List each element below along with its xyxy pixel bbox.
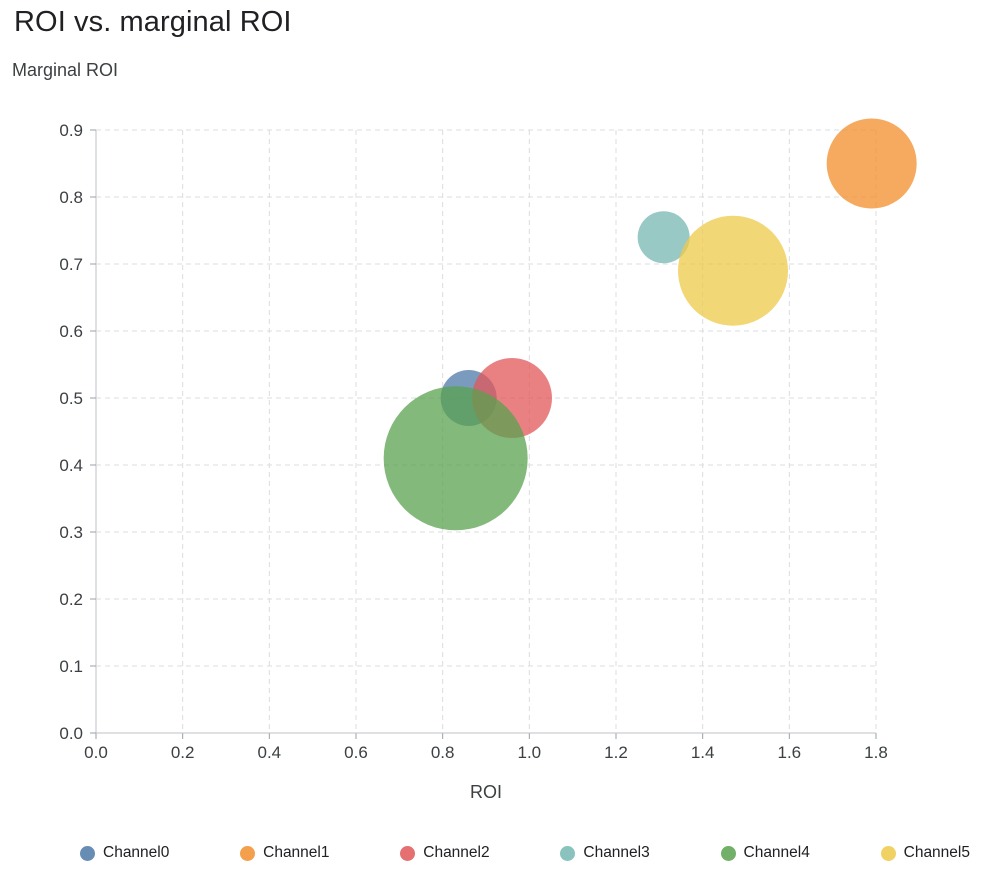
x-tick-label: 1.6 <box>778 743 802 762</box>
x-tick-label: 0.8 <box>431 743 455 762</box>
y-tick-label: 0.6 <box>59 322 83 341</box>
bubble-chart: 0.0 0.2 0.4 0.6 0.8 1.0 1.2 1.4 1.6 1.8 0.0 0.1 0.2 0… <box>0 100 996 778</box>
x-tick-label: 0.6 <box>344 743 368 762</box>
page-title: ROI vs. marginal ROI <box>14 6 292 38</box>
x-axis-label: ROI <box>469 782 502 802</box>
bubble-channel4[interactable] <box>383 386 528 531</box>
y-tick-label: 0.5 <box>59 389 83 408</box>
legend-swatch-icon <box>560 845 576 861</box>
y-axis-caption: Marginal ROI <box>12 60 119 80</box>
legend-label: Channel5 <box>903 844 970 861</box>
legend-swatch-icon <box>400 845 416 861</box>
legend-label: Channel2 <box>423 844 490 861</box>
x-tick-label: 1.2 <box>604 743 628 762</box>
legend-label: Channel4 <box>743 844 810 861</box>
legend-label: Channel3 <box>583 844 650 861</box>
legend-swatch-icon <box>720 845 736 861</box>
x-tick-label: 1.4 <box>691 743 715 762</box>
y-tick-label: 0.8 <box>59 188 83 207</box>
legend-label: Channel0 <box>103 844 170 861</box>
legend-item-channel1[interactable]: Channel1 <box>240 844 329 862</box>
x-tick-label: 0.0 <box>84 743 108 762</box>
y-tick-label: 0.2 <box>59 590 83 609</box>
y-tick-label: 0.3 <box>59 523 83 542</box>
y-tick-label: 0.0 <box>59 724 83 743</box>
legend-item-channel0[interactable]: Channel0 <box>80 844 169 862</box>
legend-item-channel2[interactable]: Channel2 <box>400 844 490 862</box>
legend-label: Channel1 <box>263 844 330 861</box>
bubble-channel1[interactable] <box>826 118 917 209</box>
y-tick-label: 0.1 <box>59 657 83 676</box>
bubble-chart-canvas: 0.0 0.2 0.4 0.6 0.8 1.0 1.2 1.4 1.6 1.8 0.0 0.1 0.2 0… <box>59 118 917 762</box>
legend-swatch-icon <box>880 845 896 861</box>
x-tick-label: 1.8 <box>864 743 888 762</box>
x-tick-label: 1.0 <box>518 743 542 762</box>
x-tick-label: 0.2 <box>171 743 195 762</box>
x-tick-label: 0.4 <box>258 743 282 762</box>
legend-swatch-icon <box>240 845 256 861</box>
bubble-channel5[interactable] <box>678 215 788 326</box>
legend-swatch-icon <box>80 845 95 861</box>
bubble-channel3[interactable] <box>637 211 690 264</box>
y-tick-label: 0.4 <box>59 456 83 475</box>
legend-item-channel5[interactable]: Channel5 <box>880 844 970 862</box>
y-tick-label: 0.7 <box>59 255 83 274</box>
y-tick-label: 0.9 <box>59 121 83 140</box>
legend-item-channel3[interactable]: Channel3 <box>560 844 650 862</box>
chart-legend: Channel0 Channel1 Channel2 Channel3 Channel4… <box>0 844 996 862</box>
legend-item-channel4[interactable]: Channel4 <box>720 844 810 862</box>
